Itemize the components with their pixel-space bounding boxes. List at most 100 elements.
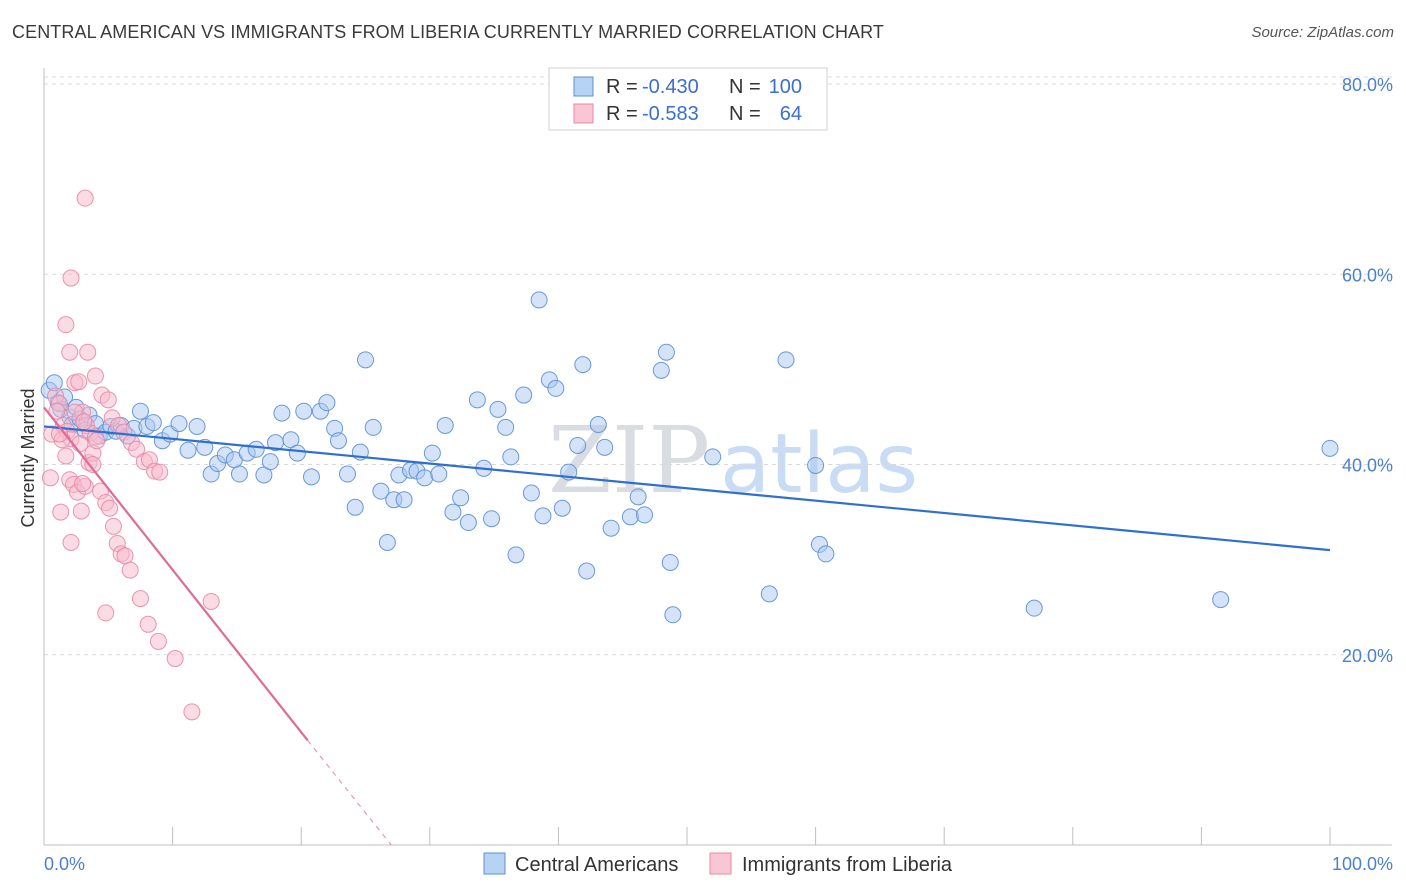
point-central-americans-85: [596, 438, 614, 456]
point-liberia-31: [76, 189, 94, 207]
stats-legend-box: [548, 67, 828, 131]
point-liberia-19: [72, 502, 90, 520]
point-central-americans-78: [547, 379, 565, 397]
point-central-americans-70: [497, 418, 515, 436]
point-central-americans-51: [364, 418, 382, 436]
legend-r-value-pink: -0.583: [642, 103, 699, 125]
point-liberia-36: [86, 367, 104, 385]
point-liberia-60: [62, 534, 80, 552]
point-central-americans-52: [372, 482, 390, 500]
point-central-americans-93: [661, 553, 679, 571]
point-liberia-63: [71, 435, 89, 453]
point-central-americans-46: [329, 432, 347, 450]
point-central-americans-72: [507, 546, 525, 564]
point-central-americans-91: [657, 343, 675, 361]
y-axis-label: Currently Married: [18, 388, 38, 527]
point-central-americans-21: [144, 414, 162, 432]
point-central-americans-95: [760, 585, 778, 603]
point-central-americans-62: [436, 416, 454, 434]
point-liberia-57: [52, 503, 70, 521]
point-liberia-35: [79, 343, 97, 361]
watermark-zip: ZIP: [548, 407, 710, 514]
point-central-americans-94: [704, 448, 722, 466]
legend-swatch-blue: [573, 76, 594, 97]
point-central-americans-24: [170, 415, 188, 433]
point-liberia-43: [128, 440, 146, 458]
point-liberia-13: [48, 402, 66, 420]
legend-r-label-pink: R =: [606, 103, 638, 125]
point-liberia-38: [99, 391, 117, 409]
point-central-americans-41: [295, 402, 313, 420]
trend-lines: [43, 406, 1331, 846]
point-central-americans-40: [288, 444, 306, 462]
trend-line-liberia: [43, 406, 309, 742]
point-liberia-48: [121, 561, 139, 579]
point-central-americans-63: [444, 503, 462, 521]
point-central-americans-64: [452, 489, 470, 507]
point-liberia-15: [57, 447, 75, 465]
y-tick-label-20: 20.0%: [1342, 646, 1393, 666]
trend-line-central-americans: [43, 425, 1331, 552]
point-central-americans-50: [357, 351, 374, 369]
point-central-americans-47: [338, 465, 356, 483]
y-tick-label-80: 80.0%: [1342, 75, 1393, 95]
point-central-americans-38: [273, 404, 291, 422]
point-liberia-7: [70, 373, 88, 391]
point-central-americans-102: [1321, 439, 1339, 457]
legend-n-label-pink: N =: [729, 103, 761, 125]
x-tick-label-max: 100.0%: [1332, 854, 1393, 874]
stats-legend: R = -0.430 N = 100 R = -0.583 N = 64: [548, 67, 828, 131]
point-liberia-59: [97, 604, 115, 622]
point-central-americans-73: [515, 386, 533, 404]
point-liberia-54: [202, 592, 220, 610]
point-liberia-51: [149, 632, 167, 650]
legend-n-value-blue: 100: [769, 76, 802, 98]
y-tick-labels: 20.0% 40.0% 60.0% 80.0%: [1342, 75, 1393, 666]
point-central-americans-96: [777, 351, 795, 369]
point-liberia-47: [151, 463, 169, 481]
point-liberia-61: [75, 413, 93, 431]
point-liberia-50: [139, 615, 157, 633]
point-liberia-27: [104, 517, 122, 535]
point-central-americans-25: [179, 441, 197, 459]
point-liberia-33: [57, 316, 75, 334]
series-legend: Central Americans Immigrants from Liberi…: [483, 852, 953, 876]
legend-swatch-pink: [573, 103, 594, 124]
point-central-americans-100: [1025, 599, 1043, 617]
point-central-americans-83: [578, 562, 596, 580]
bottom-legend-label-blue: Central Americans: [515, 854, 678, 876]
point-liberia-26: [101, 499, 119, 517]
point-central-americans-68: [483, 510, 501, 528]
point-liberia-34: [61, 343, 79, 361]
point-liberia-32: [62, 269, 80, 287]
point-central-americans-71: [502, 448, 520, 466]
point-central-americans-56: [395, 491, 413, 509]
bottom-legend-swatch-blue: [483, 852, 506, 875]
point-liberia-56: [84, 456, 102, 473]
point-central-americans-42: [302, 468, 320, 486]
point-central-americans-74: [522, 484, 540, 502]
point-central-americans-69: [489, 400, 507, 418]
point-central-americans-26: [188, 417, 206, 435]
point-liberia-23: [88, 432, 106, 450]
x-tick-label-min: 0.0%: [44, 854, 85, 874]
point-central-americans-66: [468, 391, 486, 409]
legend-n-value-pink: 64: [780, 103, 802, 125]
point-liberia-52: [166, 650, 184, 668]
bottom-legend-label-pink: Immigrants from Liberia: [742, 854, 953, 876]
y-tick-label-40: 40.0%: [1342, 456, 1393, 476]
series-immigrants-from-liberia: [41, 189, 220, 721]
point-central-americans-36: [261, 453, 279, 471]
point-central-americans-61: [430, 465, 448, 483]
point-liberia-53: [183, 703, 201, 721]
point-central-americans-48: [346, 498, 364, 516]
point-central-americans-44: [318, 394, 336, 412]
point-central-americans-101: [1212, 591, 1230, 609]
chart-title: CENTRAL AMERICAN VS IMMIGRANTS FROM LIBE…: [12, 22, 885, 42]
point-central-americans-99: [817, 545, 835, 563]
bottom-legend-swatch-pink: [709, 852, 732, 875]
point-central-americans-90: [652, 361, 670, 379]
point-central-americans-81: [569, 436, 587, 454]
point-central-americans-79: [553, 499, 571, 517]
point-central-americans-75: [530, 291, 548, 309]
